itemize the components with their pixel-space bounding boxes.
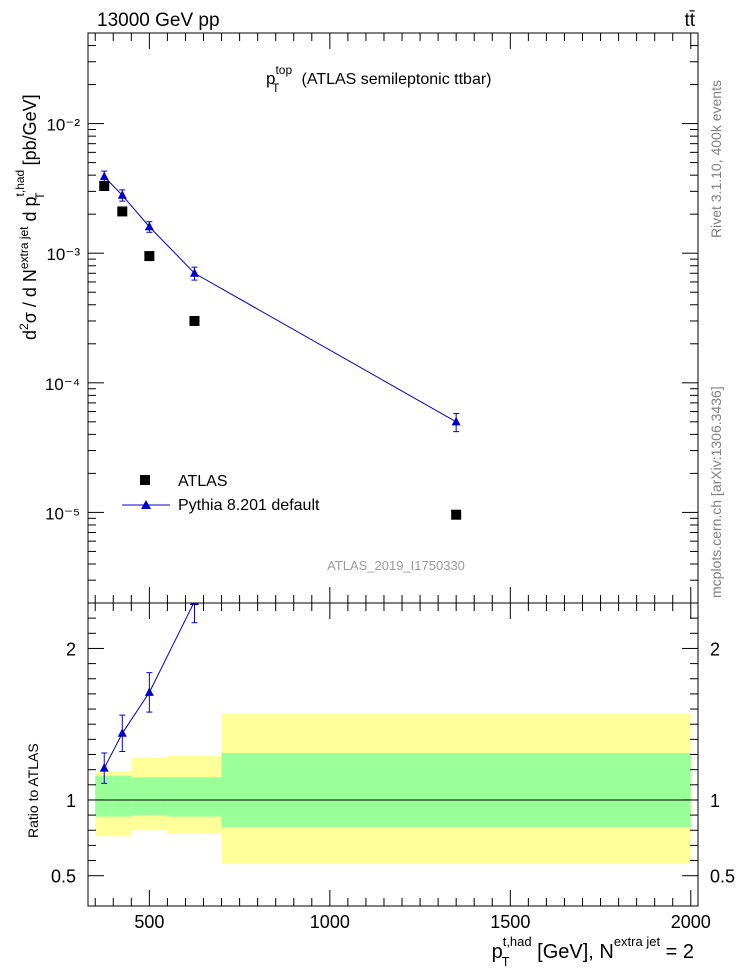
chart-title: ptop T (ATLAS semileptonic ttbar) (266, 63, 492, 95)
title-main: p (266, 69, 275, 88)
ratio-y-tick-label-right: 2 (710, 639, 720, 659)
rivet-label: Rivet 3.1.10, 400k events (708, 80, 724, 238)
x-tick-label: 1000 (310, 912, 350, 932)
pythia-line (103, 176, 457, 423)
ratio-y-tick-label-right: 0.5 (710, 867, 735, 887)
pythia-point (451, 416, 461, 426)
legend-marker-atlas (140, 475, 150, 485)
ratio-y-tick-label-left: 1 (66, 791, 76, 811)
legend-label-pythia: Pythia 8.201 default (178, 497, 320, 514)
title-sup: top (275, 63, 292, 77)
main-plot-frame (87, 32, 699, 604)
pythia-point (189, 268, 199, 277)
main-ylabel: d2σ / d Nextra jet d pt,had T [pb/GeV] (13, 94, 47, 340)
x-tick-label: 1500 (490, 912, 530, 932)
main-y-tick-label: 10⁻⁴ (45, 375, 80, 394)
ratio-y-tick-label-left: 0.5 (51, 867, 76, 887)
analysis-id: ATLAS_2019_I1750330 (327, 558, 465, 573)
x-tick-label: 500 (134, 912, 164, 932)
main-y-tick-label: 10⁻² (46, 116, 80, 135)
title-sub: T (272, 81, 280, 95)
ratio-point (189, 603, 199, 605)
ratio-point (144, 687, 154, 696)
chart-marks: 10⁻² 10⁻³ 10⁻⁴ 10⁻⁵ 500 1000 1500 2000 0.5 0.5 1 1 2… (45, 32, 735, 932)
xlabel: pt,had T [GeV], Nextra jet = 2 (492, 934, 694, 969)
ratio-band-green (167, 777, 222, 817)
legend-label-atlas: ATLAS (178, 473, 228, 490)
ratio-band-green (113, 775, 132, 817)
atlas-point (99, 180, 110, 191)
title-rest: (ATLAS semileptonic ttbar) (302, 71, 492, 88)
ratio-band-green (131, 777, 168, 816)
source-label: mcplots.cern.ch [arXiv:1306.3436] (708, 386, 724, 598)
energy-label: 13000 GeV pp (97, 10, 220, 31)
legend: ATLAS Pythia 8.201 default (122, 473, 320, 514)
atlas-point (189, 315, 200, 326)
ratio-line (103, 603, 195, 769)
ratio-band-green (95, 775, 114, 817)
ratio-point (117, 728, 127, 737)
main-y-tick-label: 10⁻⁵ (45, 504, 80, 523)
ratio-ylabel: Ratio to ATLAS (25, 743, 41, 838)
pythia-point (117, 190, 127, 199)
ratio-y-tick-label-right: 1 (710, 791, 720, 811)
atlas-point (451, 509, 462, 520)
atlas-point (144, 251, 155, 262)
main-y-tick-label: 10⁻³ (46, 245, 80, 264)
process-label: tt̄ (684, 10, 695, 31)
ratio-point (99, 763, 109, 772)
pythia-point (144, 221, 154, 231)
legend-marker-pythia (141, 500, 151, 509)
atlas-point (117, 206, 128, 217)
x-tick-label: 2000 (671, 912, 711, 932)
ratio-band-green (221, 752, 691, 828)
pythia-point (99, 171, 109, 181)
ratio-y-tick-label-left: 2 (66, 639, 76, 659)
